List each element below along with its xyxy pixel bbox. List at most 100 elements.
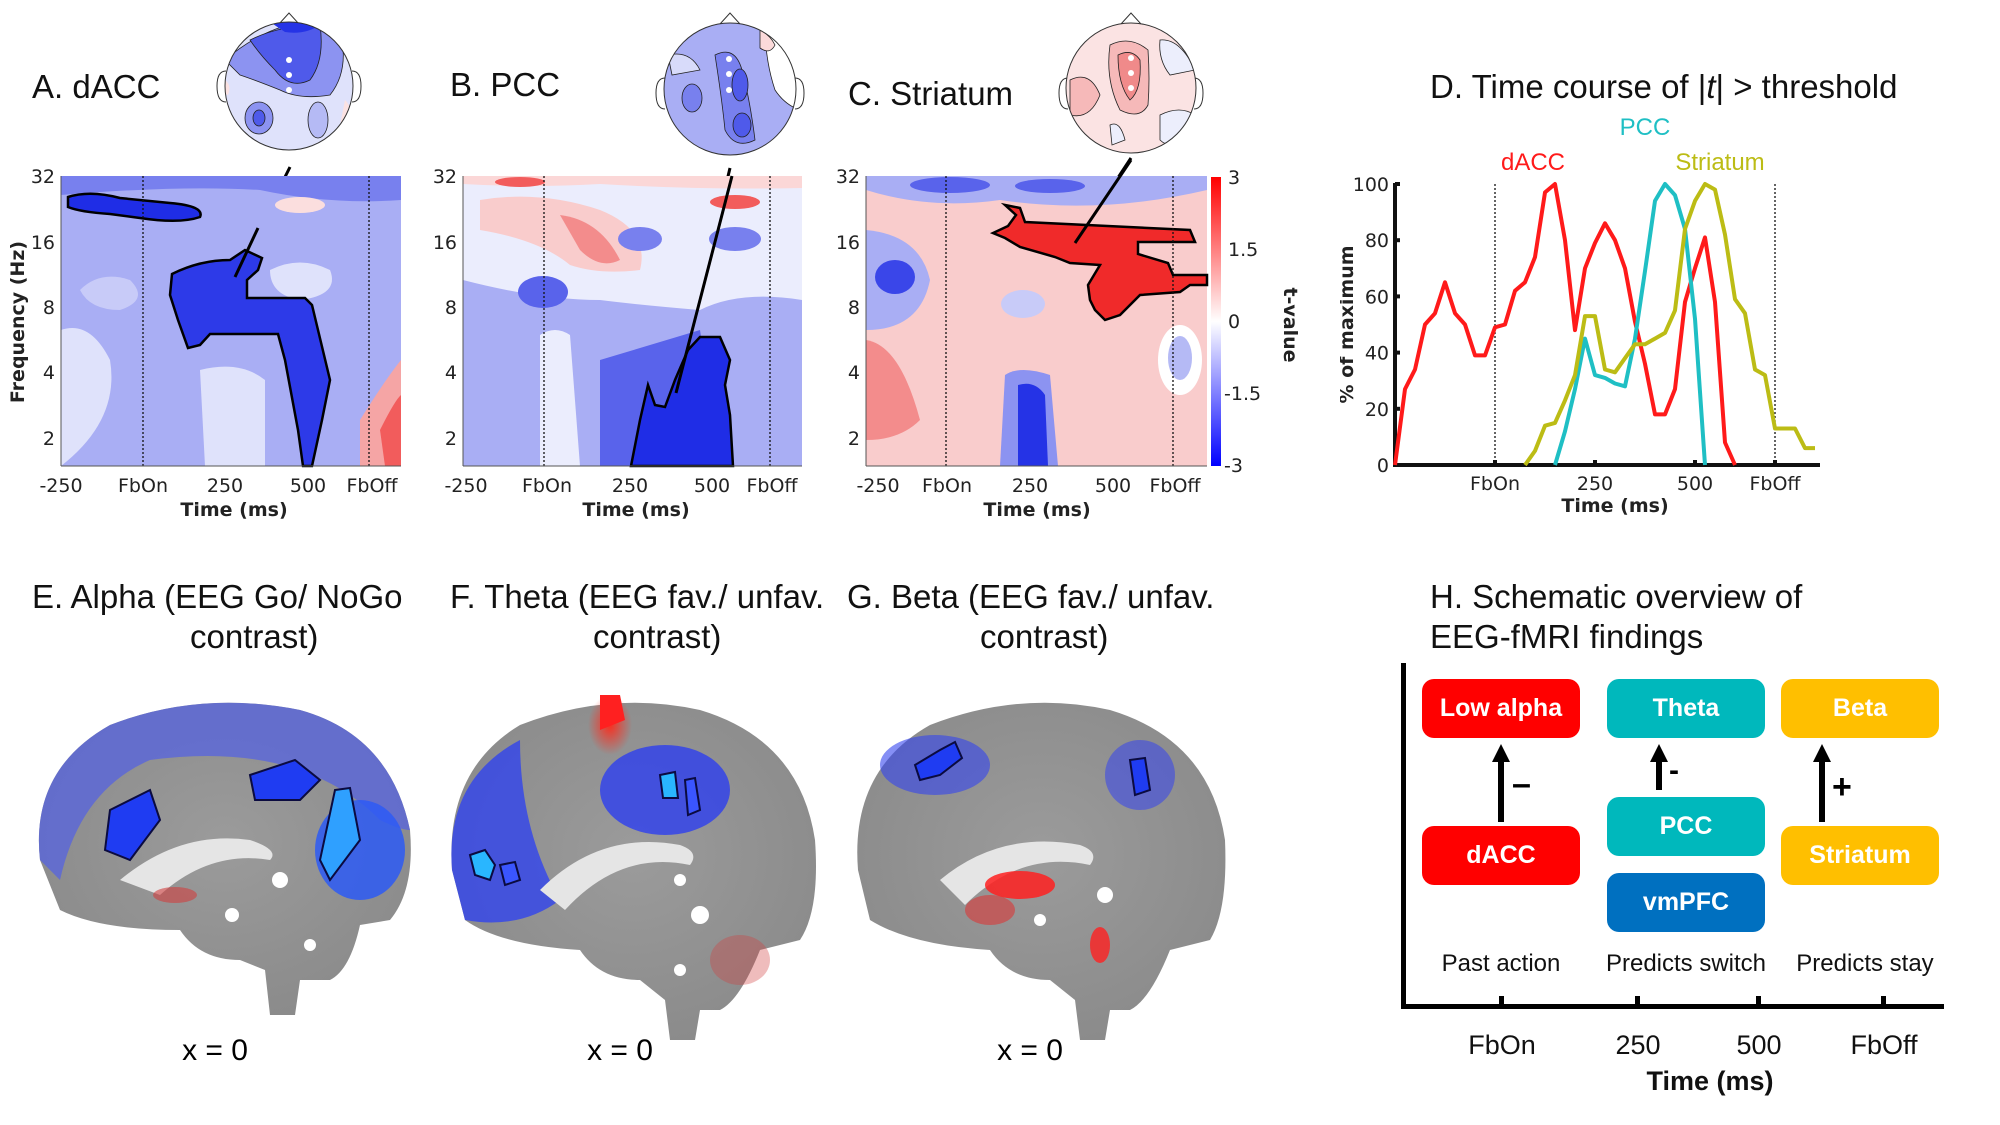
panel-h-title: H. Schematic overview of: [1430, 578, 1803, 615]
y-tick-label: 20: [1365, 399, 1389, 421]
xtick-label: FbOn: [522, 475, 572, 497]
schematic-xtick-label: 500: [1736, 1030, 1782, 1060]
ytick-label: 8: [848, 297, 860, 319]
topo-map-c: [1058, 12, 1204, 244]
electrode: [726, 71, 732, 77]
y-tick-label: 100: [1353, 174, 1389, 196]
colorbar-tick: 1.5: [1228, 239, 1258, 261]
xtick-label: -250: [39, 475, 82, 497]
heatmap-b: 32 16 8 4 2 -250 FbOn 250 500 FbOff Time…: [433, 166, 802, 521]
ear-left-icon: [655, 77, 666, 110]
ytick-label: 8: [445, 297, 457, 319]
y-axis-label: Frequency (Hz): [7, 241, 29, 403]
panel-c-title: C. Striatum: [848, 75, 1014, 112]
panel-h-title-line2: EEG-fMRI findings: [1430, 618, 1704, 655]
electrode: [286, 57, 292, 63]
colorbar-tick: 0: [1228, 311, 1240, 333]
xtick-label: 500: [290, 475, 326, 497]
electrode: [1128, 70, 1134, 76]
slice-label: x = 0: [587, 1034, 653, 1067]
colorbar: 3 1.5 0 -1.5 -3 t-value: [1211, 167, 1301, 477]
ytick-label: 16: [836, 232, 860, 254]
x-tick-label: 500: [1677, 473, 1713, 495]
x-axis-label: Time (ms): [1561, 495, 1668, 517]
series-line-pcc: [1553, 182, 1707, 466]
electrode: [286, 72, 292, 78]
ytick-label: 4: [445, 362, 457, 384]
y-axis-label: % of maximum: [1340, 245, 1358, 403]
schematic-tick: [1499, 996, 1504, 1006]
panel-d-title-t: t: [1706, 68, 1716, 105]
column-label: Past action: [1441, 950, 1561, 977]
y-tick-label: 80: [1365, 230, 1389, 252]
electrode: [286, 87, 292, 93]
topo-maps: [216, 12, 1204, 300]
slice-label: x = 0: [182, 1034, 248, 1067]
xtick-label: -250: [856, 475, 899, 497]
box-beta: Beta: [1781, 679, 1939, 738]
panel-f-title: F. Theta (EEG fav./ unfav.: [450, 578, 825, 615]
ytick-label: 32: [836, 166, 860, 188]
x-axis-label: Time (ms): [983, 499, 1090, 521]
y-tick-label: 0: [1377, 455, 1389, 477]
schematic-x-axis-label: Time (ms): [1646, 1066, 1774, 1096]
colorbar-gradient: [1211, 177, 1221, 466]
ytick-label: 16: [433, 232, 457, 254]
heatmap-c: 32 16 8 4 2 -250 FbOn 250 500 FbOff Time…: [836, 160, 1209, 521]
negative-sign: -: [1669, 754, 1679, 787]
xtick-label: FbOff: [1149, 475, 1201, 497]
panel-d-title: D. Time course of |t| > threshold: [1430, 70, 1897, 103]
schematic-arrows: – - +: [1492, 744, 1852, 822]
tf-heatmaps: 32 16 8 4 2 -250 FbOn 250 500 FbOff Time…: [7, 160, 1301, 521]
series-line-striatum: [1523, 182, 1815, 467]
xtick-label: 250: [207, 475, 243, 497]
topo-pointer-line: [674, 175, 734, 394]
ytick-label: 2: [848, 428, 860, 450]
box-pcc: PCC: [1607, 797, 1765, 856]
electrode: [1128, 85, 1134, 91]
positive-sign: +: [1832, 768, 1852, 806]
brain-slice-e: [38, 702, 411, 1015]
ytick-label: 16: [31, 232, 55, 254]
x-tick-label: FbOff: [1749, 473, 1801, 495]
schematic-x-axis: [1401, 1004, 1944, 1009]
x-axis-label: Time (ms): [582, 499, 689, 521]
panel-d-title-post: | > threshold: [1715, 68, 1898, 105]
brain-slice-f: [451, 695, 816, 1040]
box-dacc: dACC: [1422, 826, 1580, 885]
x-tick-label: 250: [1577, 473, 1613, 495]
xtick-label: FbOn: [922, 475, 972, 497]
y-tick-label: 60: [1365, 286, 1389, 308]
brain-slice-g: [857, 702, 1226, 1040]
topo-map-a: [216, 12, 362, 278]
nose-icon: [1119, 12, 1143, 25]
ytick-label: 32: [433, 166, 457, 188]
electrode: [726, 56, 732, 62]
legend-label-pcc: PCC: [1620, 114, 1671, 141]
x-axis-label: Time (ms): [180, 499, 287, 521]
panel-e-title-line2: contrast): [190, 618, 319, 655]
brain-slices: x = 0 x = 0 x = 0: [38, 695, 1226, 1067]
topo-map-b: [655, 12, 805, 300]
x-tick-label: FbOn: [1470, 473, 1520, 495]
ytick-label: 8: [43, 297, 55, 319]
ytick-label: 4: [848, 362, 860, 384]
colorbar-tick: -1.5: [1224, 383, 1261, 405]
xtick-label: FbOff: [346, 475, 398, 497]
panel-b-title: B. PCC: [450, 66, 561, 103]
box-theta: Theta: [1607, 679, 1765, 738]
xtick-label: 250: [612, 475, 648, 497]
xtick-label: FbOn: [118, 475, 168, 497]
ytick-label: 2: [43, 428, 55, 450]
timecourse-chart: 0 20 40 60 80 100 FbOn 250 500 FbOff dACC PCCStria…: [1340, 114, 1820, 517]
ear-right-icon: [794, 77, 805, 110]
schematic-xtick-label: FbOff: [1850, 1030, 1918, 1060]
schematic-xtick-label: FbOn: [1468, 1030, 1536, 1060]
y-tick-label: 40: [1365, 343, 1389, 365]
column-label: Predicts stay: [1796, 950, 1934, 977]
schematic-tick: [1635, 996, 1640, 1006]
xtick-label: FbOff: [746, 475, 798, 497]
box-vmpfc: vmPFC: [1607, 873, 1765, 932]
schematic-xtick-label: 250: [1615, 1030, 1661, 1060]
schematic-tick: [1756, 996, 1761, 1006]
